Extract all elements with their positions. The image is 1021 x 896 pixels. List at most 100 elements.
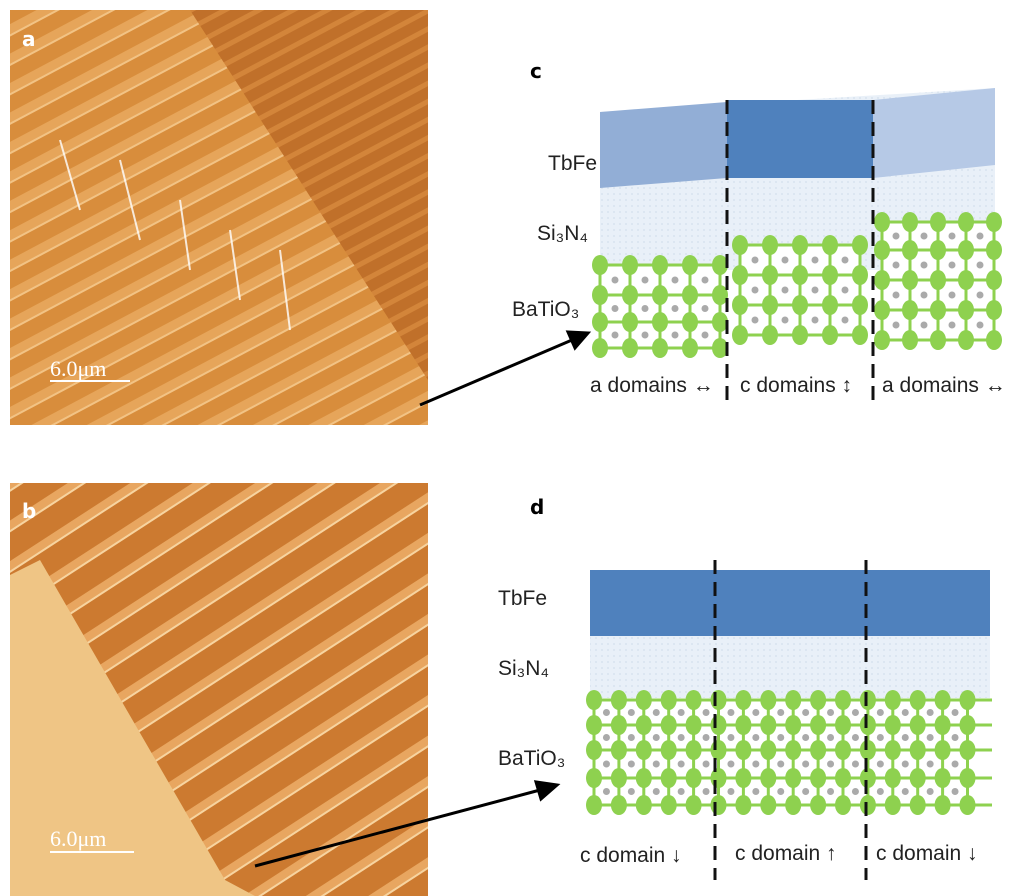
lattice-part xyxy=(732,235,748,255)
lattice-part xyxy=(960,740,976,760)
lattice-part xyxy=(812,287,819,294)
lattice-part xyxy=(822,325,838,345)
lattice-part xyxy=(902,240,918,260)
lattice-part xyxy=(910,690,926,710)
lattice-part xyxy=(592,255,608,275)
lattice-part xyxy=(852,734,859,741)
lattice-part xyxy=(661,768,677,788)
lattice-part xyxy=(727,788,734,795)
lattice-part xyxy=(893,292,900,299)
domain-label: c domain ↓ xyxy=(876,842,978,865)
lattice-part xyxy=(652,312,668,332)
lattice-part xyxy=(949,292,956,299)
lattice-part xyxy=(628,709,635,716)
lattice-part xyxy=(822,235,838,255)
lattice-part xyxy=(592,338,608,358)
lattice-part xyxy=(611,795,627,815)
lattice-part xyxy=(860,740,876,760)
lattice-part xyxy=(827,709,834,716)
lattice-part xyxy=(628,734,635,741)
lattice-part xyxy=(686,795,702,815)
lattice-part xyxy=(735,740,751,760)
lattice-part xyxy=(874,300,890,320)
lattice-part xyxy=(762,325,778,345)
lattice-part xyxy=(661,715,677,735)
lattice-part xyxy=(949,322,956,329)
lattice-part xyxy=(752,709,759,716)
lattice-part xyxy=(622,255,638,275)
lattice-part xyxy=(960,795,976,815)
lattice-part xyxy=(727,709,734,716)
lattice-part xyxy=(893,322,900,329)
lattice-part xyxy=(986,330,1002,350)
lattice-part xyxy=(960,690,976,710)
lattice-part xyxy=(752,788,759,795)
lattice-part xyxy=(682,338,698,358)
lattice-part xyxy=(952,734,959,741)
lattice-part xyxy=(661,690,677,710)
lattice-part xyxy=(732,325,748,345)
lattice-part xyxy=(672,332,679,339)
lattice-part xyxy=(735,795,751,815)
lattice-part xyxy=(711,740,727,760)
lattice-part xyxy=(727,761,734,768)
lattice-part xyxy=(835,795,851,815)
lattice-part xyxy=(874,330,890,350)
lattice-part xyxy=(852,295,868,315)
lattice-part xyxy=(653,761,660,768)
lattice-part xyxy=(777,761,784,768)
lattice-part xyxy=(877,788,884,795)
lattice-part xyxy=(732,265,748,285)
lattice-part xyxy=(835,690,851,710)
lattice-part xyxy=(785,795,801,815)
lattice-part xyxy=(860,795,876,815)
lattice-part xyxy=(653,734,660,741)
lattice-part xyxy=(810,690,826,710)
lattice-part xyxy=(885,690,901,710)
lattice-part xyxy=(752,734,759,741)
lattice-part xyxy=(661,795,677,815)
lattice-part xyxy=(777,788,784,795)
lattice-part xyxy=(612,332,619,339)
lattice-part xyxy=(910,795,926,815)
lattice-part xyxy=(777,709,784,716)
panel-label: a xyxy=(22,27,36,51)
lattice-part xyxy=(921,292,928,299)
lattice-part xyxy=(678,734,685,741)
lattice-part xyxy=(592,285,608,305)
lattice-part xyxy=(852,761,859,768)
lattice-part xyxy=(893,262,900,269)
lattice-part xyxy=(678,761,685,768)
lattice-part xyxy=(782,257,789,264)
lattice-part xyxy=(636,795,652,815)
domain-label: c domain ↓ xyxy=(580,844,682,867)
lattice-part xyxy=(921,262,928,269)
lattice-part xyxy=(727,734,734,741)
lattice-part xyxy=(686,740,702,760)
lattice-part xyxy=(735,690,751,710)
lattice-part xyxy=(986,212,1002,232)
lattice-part xyxy=(678,709,685,716)
figure: a 6.0μm b 6.0μm c TbFe Si₃N₄ BaTiO₃ a do… xyxy=(0,0,1021,896)
lattice-part xyxy=(935,690,951,710)
lattice-part xyxy=(935,768,951,788)
lattice-part xyxy=(877,734,884,741)
lattice-part xyxy=(927,788,934,795)
lattice-part xyxy=(935,795,951,815)
scale-bar-label: 6.0μm xyxy=(50,826,106,851)
lattice-part xyxy=(785,715,801,735)
lattice-part xyxy=(902,709,909,716)
lattice-part xyxy=(622,338,638,358)
lattice-part xyxy=(782,317,789,324)
domain-label: a domains ↔ xyxy=(882,374,1006,397)
panel-label: c xyxy=(530,59,542,83)
lattice-part xyxy=(927,761,934,768)
lattice-part xyxy=(586,690,602,710)
lattice-part xyxy=(835,768,851,788)
lattice-part xyxy=(792,235,808,255)
lattice-part xyxy=(752,761,759,768)
lattice-part xyxy=(703,734,710,741)
lattice-part xyxy=(921,233,928,240)
lattice-part xyxy=(885,795,901,815)
lattice-part xyxy=(935,715,951,735)
